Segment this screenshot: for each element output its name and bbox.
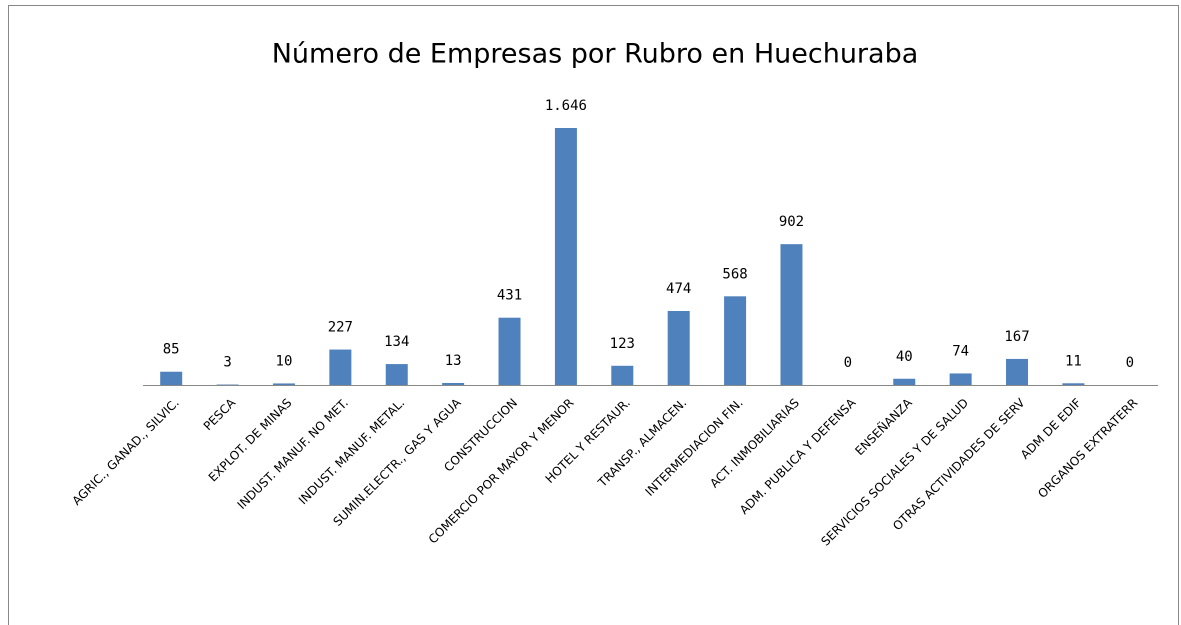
data-label: 167 xyxy=(1004,329,1029,345)
data-label: 1.646 xyxy=(545,98,587,114)
data-label: 0 xyxy=(1126,355,1134,371)
data-label: 13 xyxy=(445,353,462,369)
bar xyxy=(442,382,465,385)
data-label: 11 xyxy=(1065,353,1082,369)
bar xyxy=(667,310,690,385)
bar xyxy=(160,371,183,385)
data-label: 134 xyxy=(384,334,409,350)
bar xyxy=(949,373,972,385)
bar xyxy=(724,296,747,385)
data-label: 431 xyxy=(497,288,522,304)
bar xyxy=(1062,383,1085,385)
data-label: 227 xyxy=(328,320,353,336)
bar xyxy=(385,364,408,385)
data-label: 902 xyxy=(779,214,804,230)
bar xyxy=(1006,358,1029,385)
data-label: 74 xyxy=(952,343,969,359)
data-label: 474 xyxy=(666,281,691,297)
data-label: 568 xyxy=(722,266,747,282)
data-label: 10 xyxy=(276,353,293,369)
data-label: 40 xyxy=(896,349,913,365)
chart-title: Número de Empresas por Rubro en Huechura… xyxy=(272,39,919,70)
bar xyxy=(893,378,916,385)
data-label: 85 xyxy=(163,342,180,358)
bar xyxy=(554,128,577,385)
bar xyxy=(498,317,521,385)
bar xyxy=(780,244,803,385)
bar xyxy=(611,365,634,385)
chart-border xyxy=(8,5,1179,625)
data-label: 3 xyxy=(223,355,231,371)
data-label: 123 xyxy=(610,336,635,352)
data-label: 0 xyxy=(844,355,852,371)
bar xyxy=(329,349,352,385)
bar xyxy=(272,383,295,385)
